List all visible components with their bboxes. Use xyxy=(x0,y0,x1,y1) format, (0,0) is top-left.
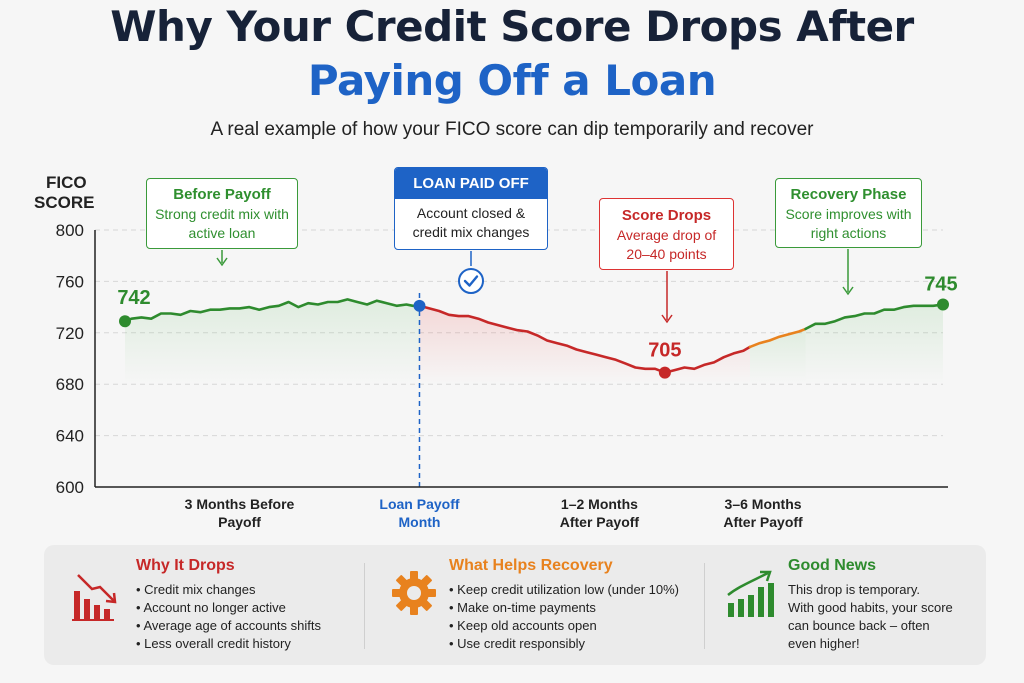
good-news-section: Good News This drop is temporary. With g… xyxy=(788,557,978,657)
callout-score-drops: Score Drops Average drop of 20–40 points xyxy=(599,198,734,270)
callout-paid-line2: credit mix changes xyxy=(412,224,530,240)
callout-loan-paid-off: LOAN PAID OFF Account closed & credit mi… xyxy=(394,167,548,250)
y-tick-label: 720 xyxy=(56,324,84,343)
data-point-marker xyxy=(658,366,671,379)
title-line-1: Why Your Credit Score Drops After xyxy=(110,2,914,51)
list-item: Keep old accounts open xyxy=(449,617,699,635)
callout-recovery-title: Recovery Phase xyxy=(790,186,907,203)
callout-recovery-line2: right actions xyxy=(810,225,887,241)
y-tick-label: 760 xyxy=(56,272,84,291)
y-tick-label: 600 xyxy=(56,478,84,497)
series-fill-recovery xyxy=(805,304,943,385)
rising-bar-chart-icon xyxy=(727,570,774,617)
good-news-line: With good habits, your score xyxy=(788,600,953,615)
declining-bar-chart-icon xyxy=(72,574,117,621)
callout-drops-line1: Average drop of xyxy=(616,227,717,243)
y-tick-label: 800 xyxy=(56,221,84,240)
callout-drops-title: Score Drops xyxy=(621,207,712,224)
list-item: Credit mix changes xyxy=(136,581,356,599)
list-item: Keep credit utilization low (under 10%) xyxy=(449,581,699,599)
divider xyxy=(704,563,705,649)
series-line-before xyxy=(123,298,421,323)
data-label: 745 xyxy=(924,274,957,296)
list-item: Account no longer active xyxy=(136,599,356,617)
series-line-recovery xyxy=(804,303,945,331)
series-line-transition xyxy=(748,327,807,349)
callout-before-title: Before Payoff xyxy=(173,186,271,203)
gear-icon xyxy=(392,571,436,615)
callout-drops-line2: 20–40 points xyxy=(626,246,707,262)
good-news-line: This drop is temporary. xyxy=(788,582,920,597)
x-category-label: 3–6 Months xyxy=(725,496,802,512)
list-item: Less overall credit history xyxy=(136,635,356,653)
list-item: Make on-time payments xyxy=(449,599,699,617)
data-label: 705 xyxy=(648,340,681,362)
series-line-drop xyxy=(418,304,752,374)
what-helps-recovery-section: What Helps Recovery Keep credit utilizat… xyxy=(449,557,699,657)
divider xyxy=(364,563,365,649)
fico-score-chart: FICO SCORE 800 760 720 680 640 600 3 Months B… xyxy=(34,173,958,530)
callout-recovery-line1: Score improves with xyxy=(785,206,912,222)
callout-arrows xyxy=(216,249,854,324)
good-news-title: Good News xyxy=(788,557,877,574)
what-helps-title: What Helps Recovery xyxy=(449,557,613,574)
callout-before-line2: active loan xyxy=(188,225,256,241)
callout-paid-line1: Account closed & xyxy=(416,205,526,221)
x-category-label: 1–2 Months xyxy=(561,496,638,512)
data-point-marker xyxy=(937,298,949,311)
good-news-line: even higher! xyxy=(788,636,860,651)
x-category-label: Month xyxy=(398,514,440,530)
subtitle: A real example of how your FICO score ca… xyxy=(210,119,814,140)
callout-before-line1: Strong credit mix with xyxy=(155,206,289,222)
why-it-drops-section: Why It Drops Credit mix changes Account … xyxy=(136,557,356,657)
series-fill-drop xyxy=(419,305,750,385)
check-circle-icon xyxy=(458,268,484,294)
title-line-2: Paying Off a Loan xyxy=(307,56,717,105)
good-news-line: can bounce back – often xyxy=(788,618,930,633)
x-category-label: 3 Months Before xyxy=(185,496,295,512)
x-category-label: After Payoff xyxy=(723,514,803,530)
callout-before-payoff: Before Payoff Strong credit mix with act… xyxy=(146,178,298,249)
list-item: Use credit responsibly xyxy=(449,635,699,653)
x-category-label: Payoff xyxy=(218,514,261,530)
data-point-marker xyxy=(119,315,131,328)
y-axis-label-line1: FICO xyxy=(46,173,87,192)
callout-recovery-phase: Recovery Phase Score improves with right… xyxy=(775,178,922,248)
y-tick-label: 680 xyxy=(56,375,84,394)
data-label: 742 xyxy=(117,287,150,309)
callout-paid-title: LOAN PAID OFF xyxy=(395,168,547,199)
series-fill-before xyxy=(125,299,420,385)
why-it-drops-title: Why It Drops xyxy=(136,557,235,574)
y-axis-label-line2: SCORE xyxy=(34,193,94,212)
x-category-label: Loan Payoff xyxy=(379,496,459,512)
list-item: Average age of accounts shifts xyxy=(136,617,356,635)
y-tick-label: 640 xyxy=(56,427,84,446)
data-point-marker xyxy=(413,299,426,312)
x-category-label: After Payoff xyxy=(560,514,640,530)
info-panel: Why It Drops Credit mix changes Account … xyxy=(44,545,986,665)
